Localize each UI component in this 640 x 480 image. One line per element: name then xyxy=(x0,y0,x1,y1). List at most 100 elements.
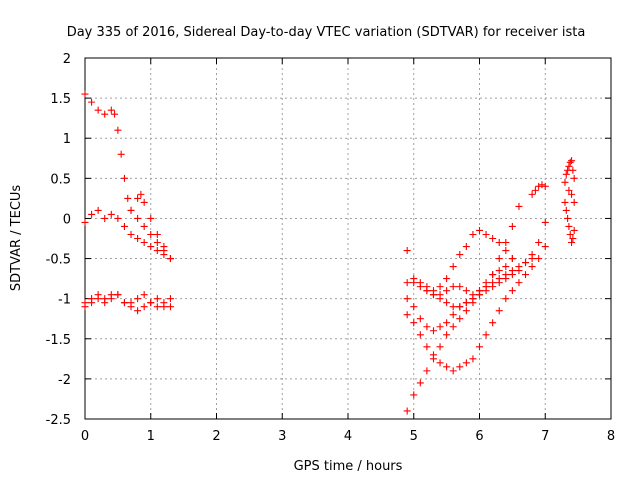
data-point xyxy=(423,343,431,351)
data-point xyxy=(429,327,437,335)
x-tick-label: 2 xyxy=(212,429,220,444)
data-point xyxy=(462,287,470,295)
x-tick-label: 7 xyxy=(541,429,549,444)
data-point xyxy=(522,271,530,279)
data-point xyxy=(568,190,576,198)
series-trace-1 xyxy=(81,90,174,263)
data-point xyxy=(153,247,161,255)
series-trace-15 xyxy=(565,186,578,206)
data-point xyxy=(423,323,431,331)
data-point xyxy=(423,367,431,375)
y-tick-label: -2 xyxy=(58,373,71,388)
data-point xyxy=(111,110,119,118)
data-point xyxy=(134,194,142,202)
x-tick-label: 5 xyxy=(410,429,418,444)
data-point xyxy=(541,182,549,190)
data-point xyxy=(436,359,444,367)
y-tick-label: -1.5 xyxy=(46,333,71,348)
data-point xyxy=(469,355,477,363)
data-point xyxy=(443,275,451,283)
data-point xyxy=(449,367,457,375)
data-point xyxy=(120,222,128,230)
data-point xyxy=(160,251,168,259)
data-point xyxy=(166,303,174,311)
data-point xyxy=(416,331,424,339)
x-tick-label: 1 xyxy=(147,429,155,444)
data-point xyxy=(502,263,510,271)
data-point xyxy=(508,287,516,295)
data-point xyxy=(489,283,497,291)
data-point xyxy=(81,218,89,226)
data-point xyxy=(160,243,168,251)
data-point xyxy=(117,150,125,158)
series-trace-6 xyxy=(403,202,523,415)
data-point xyxy=(528,263,536,271)
data-point xyxy=(456,315,464,323)
data-point xyxy=(416,315,424,323)
data-point xyxy=(403,311,411,319)
data-point xyxy=(120,174,128,182)
data-point xyxy=(565,222,573,230)
data-point xyxy=(88,299,96,307)
data-point xyxy=(535,239,543,247)
data-point xyxy=(147,214,155,222)
data-point xyxy=(564,214,572,222)
data-point xyxy=(88,98,96,106)
data-point xyxy=(449,311,457,319)
data-point xyxy=(101,110,109,118)
data-point xyxy=(508,255,516,263)
x-tick-label: 0 xyxy=(81,429,89,444)
data-point xyxy=(528,255,536,263)
data-point xyxy=(456,303,464,311)
series-trace-8 xyxy=(403,243,549,375)
x-tick-label: 6 xyxy=(475,429,483,444)
data-point xyxy=(153,295,161,303)
data-point xyxy=(449,323,457,331)
data-points xyxy=(81,90,578,415)
series-trace-5 xyxy=(81,291,174,315)
data-point xyxy=(436,283,444,291)
data-point xyxy=(495,307,503,315)
data-point xyxy=(114,291,122,299)
data-point xyxy=(127,206,135,214)
data-point xyxy=(476,291,483,299)
data-point xyxy=(495,239,503,247)
series-trace-3 xyxy=(127,190,174,263)
data-point xyxy=(429,351,437,359)
data-point xyxy=(449,283,457,291)
data-point xyxy=(140,198,148,206)
y-tick-label: -2.5 xyxy=(46,413,71,428)
data-point xyxy=(456,251,464,259)
data-point xyxy=(489,271,497,279)
chart-title: Day 335 of 2016, Sidereal Day-to-day VTE… xyxy=(67,25,586,40)
data-point xyxy=(476,226,483,234)
data-point xyxy=(568,157,576,165)
data-point xyxy=(476,343,483,351)
series-trace-9 xyxy=(403,218,549,335)
data-point xyxy=(502,239,510,247)
data-point xyxy=(443,287,451,295)
data-point xyxy=(566,158,574,166)
y-tick-label: 0.5 xyxy=(50,172,71,187)
data-point xyxy=(107,210,115,218)
data-point xyxy=(114,126,122,134)
data-point xyxy=(403,295,411,303)
data-point xyxy=(569,235,577,242)
data-point xyxy=(495,267,503,275)
data-point xyxy=(541,218,549,226)
data-point xyxy=(522,259,530,267)
data-point xyxy=(140,239,148,247)
data-point xyxy=(81,303,89,311)
y-tick-label: 1 xyxy=(63,132,71,147)
data-point xyxy=(508,271,516,279)
data-point xyxy=(562,170,570,178)
x-axis-label: GPS time / hours xyxy=(294,459,403,474)
data-point xyxy=(462,359,470,367)
data-point xyxy=(482,287,490,295)
data-point xyxy=(531,186,539,194)
x-tick-label: 8 xyxy=(607,429,615,444)
y-tick-label: 1.5 xyxy=(50,92,71,107)
axis-ticks: 0 1 2 3 4 5 6 7 8 -2.5 -2 -1.5 -1 -0.5 0 0.5 1 1.5 2 xyxy=(46,52,616,444)
y-tick-label: 0 xyxy=(63,212,71,227)
